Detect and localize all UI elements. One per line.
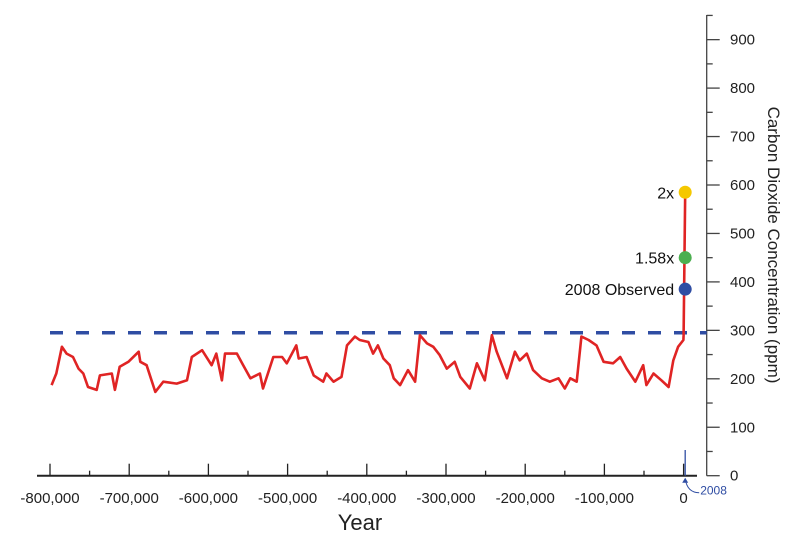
y-tick-label: 800 <box>730 80 755 97</box>
y-tick-label: 300 <box>730 322 755 339</box>
annotation-point <box>678 185 692 199</box>
x-tick-label: -200,000 <box>496 490 555 507</box>
annotation-label: 2008 Observed <box>565 282 674 299</box>
x-tick-label: -800,000 <box>20 490 79 507</box>
y-tick-label: 0 <box>730 468 738 485</box>
x-tick-label: -400,000 <box>337 490 396 507</box>
axes: -800,000 -700,000 -600,000 -500,000 -400,000… <box>20 14 755 507</box>
y-tick-label: 200 <box>730 371 755 388</box>
y-tick-label: 600 <box>730 177 755 194</box>
year-2008-arrowhead <box>682 477 689 483</box>
annotation-label: 1.58x <box>635 251 674 268</box>
x-tick-label: -500,000 <box>258 490 317 507</box>
annotation-point <box>678 282 692 296</box>
annotation-label: 2x <box>657 185 674 202</box>
y-tick-label: 900 <box>730 32 755 49</box>
x-tick-label: -100,000 <box>575 490 634 507</box>
y-tick-label: 100 <box>730 419 755 436</box>
y-axis-label: Carbon Dioxide Concentration (ppm) <box>764 107 783 384</box>
co2-series-line <box>50 192 687 394</box>
y-tick-label: 700 <box>730 129 755 146</box>
x-tick-label: 0 <box>679 490 687 507</box>
annotation-point <box>678 251 692 265</box>
series-group <box>50 192 687 394</box>
x-axis-label: Year <box>338 510 382 535</box>
year-2008-label: 2008 <box>700 484 727 498</box>
y-tick-label: 400 <box>730 274 755 291</box>
x-tick-label: -300,000 <box>416 490 475 507</box>
annotations-group: 2008 2x 1.58x 2008 Observed <box>565 185 727 497</box>
x-tick-label: -700,000 <box>100 490 159 507</box>
y-tick-label: 500 <box>730 225 755 242</box>
x-tick-label: -600,000 <box>179 490 238 507</box>
